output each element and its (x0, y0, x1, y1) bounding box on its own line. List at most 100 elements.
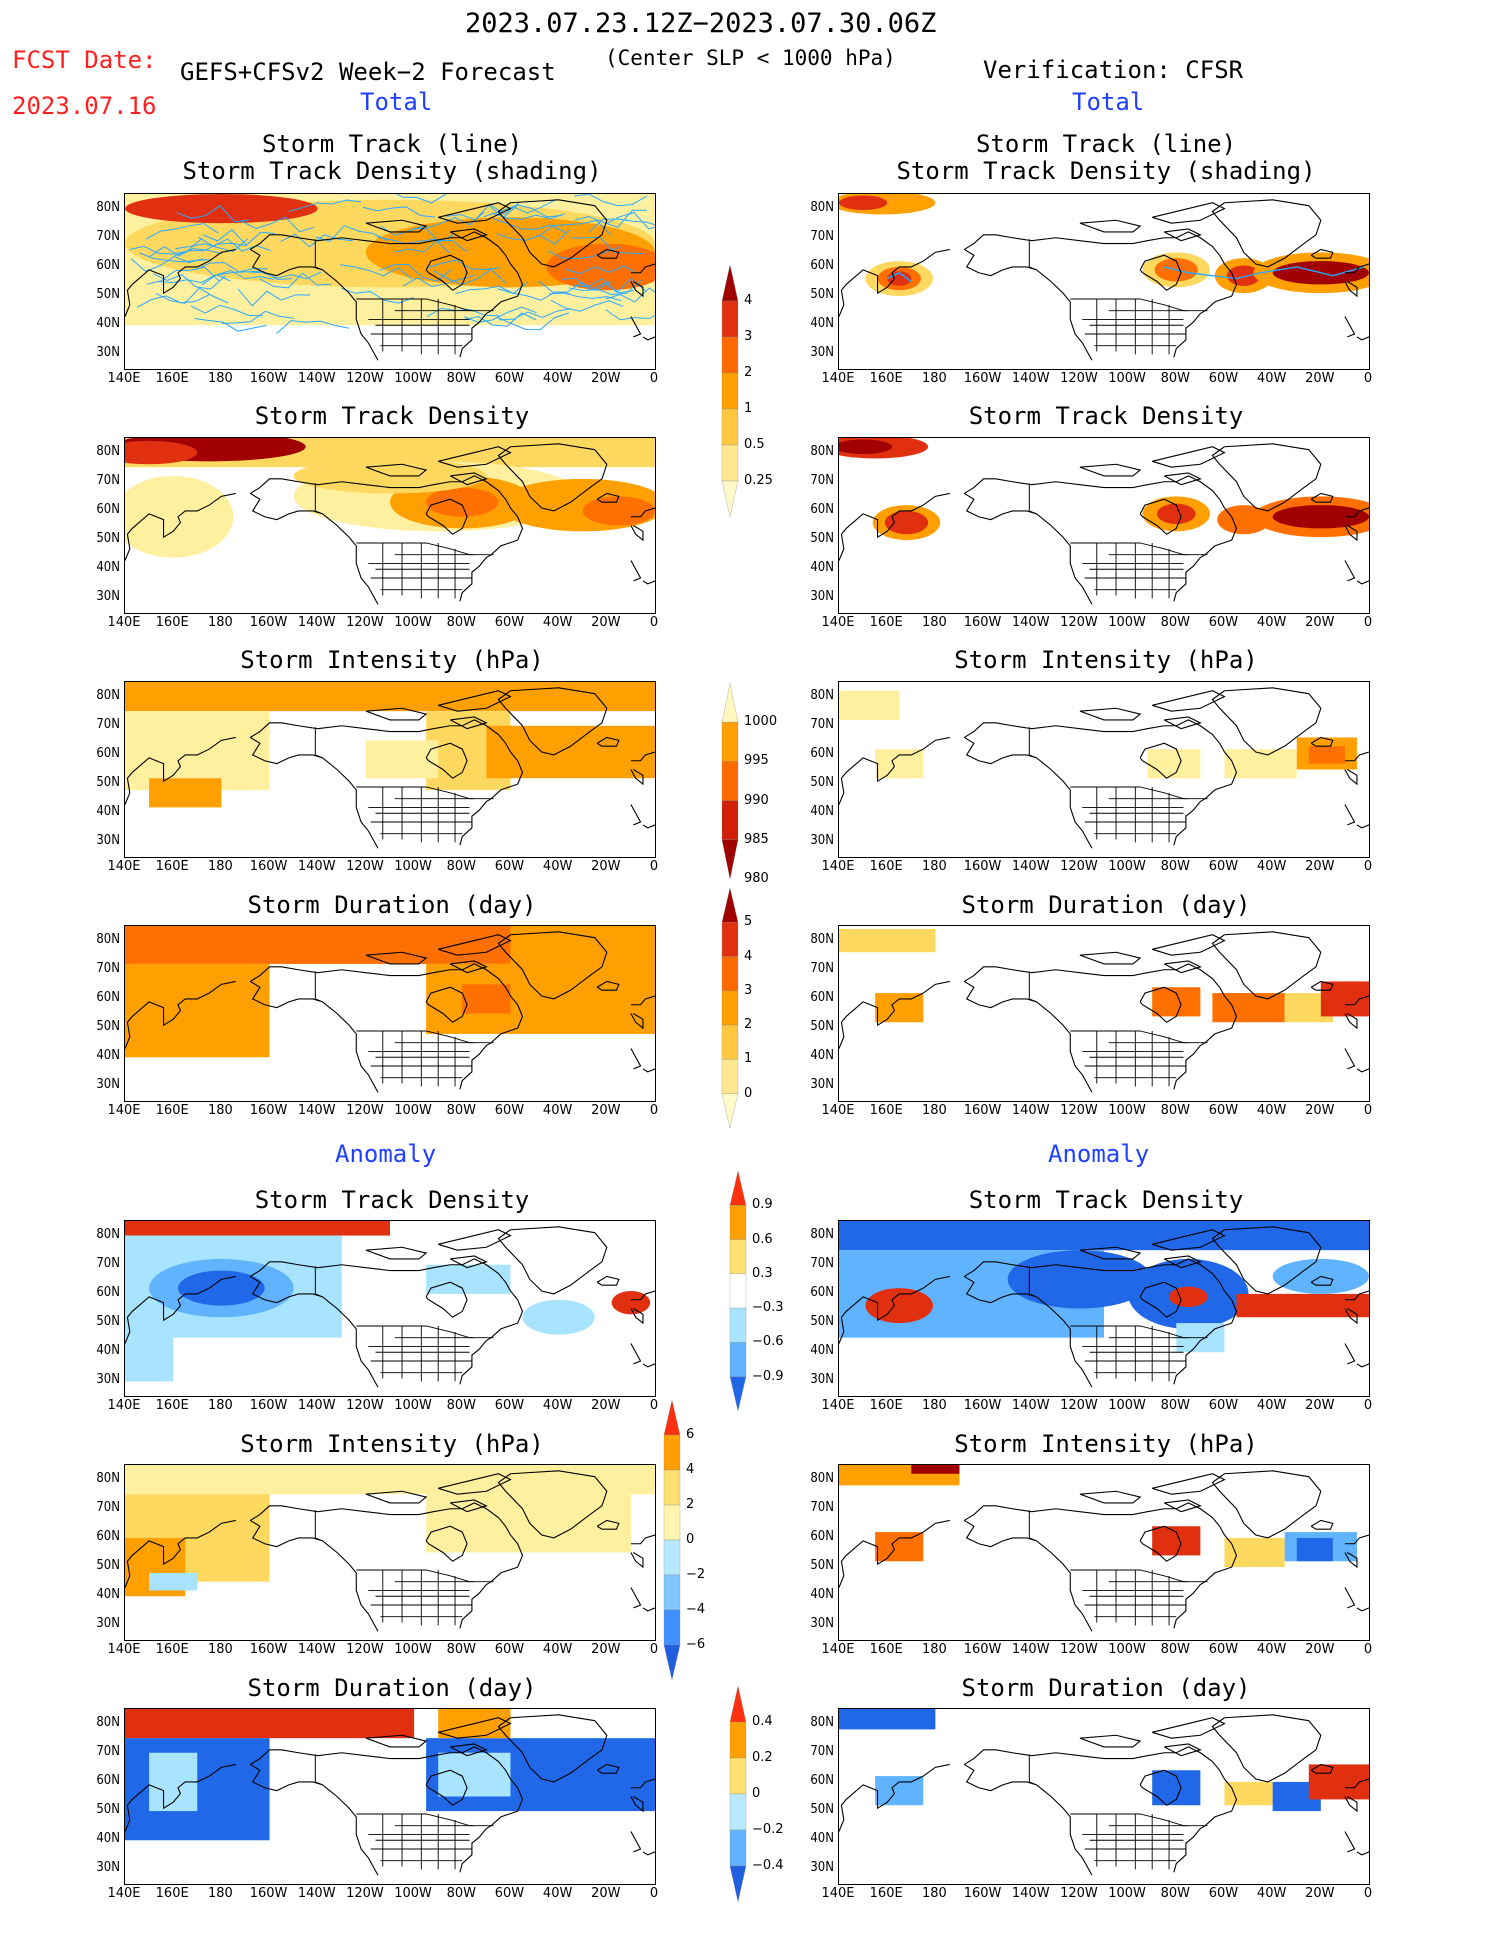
lon-tick-label: 20W (591, 1886, 620, 1901)
lat-tick-label: 70N (798, 473, 834, 488)
country-border (1029, 483, 1036, 514)
us-state-border (356, 1814, 493, 1826)
lon-tick-label: 40W (1257, 859, 1286, 874)
lat-tick-label: 70N (84, 717, 120, 732)
lon-tick-label: 180 (208, 1398, 233, 1413)
lon-tick-label: 180 (922, 1103, 947, 1118)
lon-tick-label: 140W (298, 1642, 336, 1657)
lon-tick-label: 120W (346, 1103, 384, 1118)
lat-tick-label: 50N (84, 1314, 120, 1329)
lat-tick-label: 60N (84, 1529, 120, 1544)
coastline (964, 493, 1092, 604)
grid-cell-block (839, 1221, 1369, 1250)
lat-tick-label: 60N (84, 990, 120, 1005)
lon-tick-label: 80W (1161, 1103, 1190, 1118)
panel-title-density-left: Storm Track Density (122, 402, 662, 430)
grid-cell-block (839, 1709, 935, 1729)
lon-tick-label: 140W (1012, 1398, 1050, 1413)
shading-blob (583, 496, 655, 525)
panel-title-track-shading-left: Storm Track Density (shading) (122, 157, 662, 185)
lat-tick-label: 30N (84, 1372, 120, 1387)
lat-tick-label: 50N (84, 531, 120, 546)
lon-tick-label: 180 (208, 1103, 233, 1118)
lon-tick-label: 20W (591, 1398, 620, 1413)
lat-tick-label: 60N (798, 1529, 834, 1544)
lon-tick-label: 160E (156, 1886, 189, 1901)
grid-cell-block (462, 984, 510, 1013)
lon-tick-label: 20W (1305, 1642, 1334, 1657)
coastline (964, 1764, 1092, 1875)
lon-tick-label: 40W (1257, 1103, 1286, 1118)
lon-tick-label: 160E (870, 1398, 903, 1413)
lon-tick-label: 40W (543, 1103, 572, 1118)
map-duration-forecast (124, 925, 656, 1102)
lon-tick-label: 0 (650, 1886, 658, 1901)
colorbar-swatch (730, 1758, 746, 1794)
lon-tick-label: 160W (250, 859, 288, 874)
lon-tick-label: 160W (250, 615, 288, 630)
lon-tick-label: 20W (591, 371, 620, 386)
lon-tick-label: 120W (346, 1886, 384, 1901)
lat-tick-label: 50N (798, 775, 834, 790)
colorbar-label: 5 (744, 914, 752, 929)
colorbar-swatch (730, 1205, 746, 1239)
lon-tick-label: 140W (298, 1398, 336, 1413)
fcst-date-label: FCST Date: (12, 46, 157, 74)
lon-tick-label: 80W (447, 1398, 476, 1413)
colorbar-swatch (722, 761, 738, 800)
colorbar-swatch (722, 991, 738, 1025)
lon-tick-label: 140W (298, 615, 336, 630)
colorbar-swatch (722, 840, 738, 879)
lon-tick-label: 20W (591, 859, 620, 874)
lat-tick-label: 50N (798, 1558, 834, 1573)
lat-tick-label: 40N (798, 1343, 834, 1358)
lon-tick-label: 120W (1060, 1398, 1098, 1413)
grid-cell-block (125, 1738, 270, 1840)
lon-tick-label: 0 (1364, 1886, 1372, 1901)
map-intensity-forecast (124, 681, 656, 858)
lat-tick-label: 80N (84, 444, 120, 459)
country-border (1029, 239, 1036, 270)
coastline (1311, 1520, 1333, 1529)
model-label: GEFS+CFSv2 Week−2 Forecast (180, 58, 556, 86)
lon-tick-label: 40W (1257, 1398, 1286, 1413)
lon-tick-label: 140E (821, 1642, 854, 1657)
grid-cell-block (911, 1465, 959, 1474)
colorbar-label: 1 (744, 1051, 752, 1066)
lon-tick-label: 140E (821, 615, 854, 630)
lon-tick-label: 140W (298, 859, 336, 874)
lat-tick-label: 70N (798, 229, 834, 244)
colorbar-label: −6 (686, 1637, 705, 1652)
map-canvas (125, 1709, 655, 1884)
coastline (1212, 1471, 1320, 1538)
colorbar-swatch (722, 888, 738, 922)
map-density-forecast (124, 437, 656, 614)
grid-cell-block (125, 1221, 390, 1236)
coastline (1357, 1069, 1369, 1072)
country-border (315, 971, 322, 1002)
map-density-anomaly-forecast (124, 1220, 656, 1397)
country-border (1029, 1754, 1036, 1785)
grid-cell-block (875, 1776, 923, 1805)
coastline (643, 1069, 655, 1072)
lon-tick-label: 40W (543, 1886, 572, 1901)
lat-tick-label: 30N (84, 1860, 120, 1875)
lon-tick-label: 180 (208, 859, 233, 874)
colorbar-label: 4 (744, 293, 752, 308)
colorbar-label: 0 (744, 1086, 752, 1101)
lon-tick-label: 60W (1209, 1103, 1238, 1118)
colorbar-duration_anom (728, 1686, 748, 1942)
map-canvas (839, 926, 1369, 1101)
lon-tick-label: 120W (346, 615, 384, 630)
colorbar-swatch (722, 683, 738, 722)
lon-tick-label: 120W (346, 1642, 384, 1657)
lon-tick-label: 0 (1364, 1398, 1372, 1413)
colorbar-swatch (730, 1274, 746, 1308)
lon-tick-label: 160W (964, 615, 1002, 630)
lat-tick-label: 40N (84, 1343, 120, 1358)
lon-tick-label: 180 (922, 859, 947, 874)
colorbar-swatch (730, 1686, 746, 1722)
lon-tick-label: 60W (495, 1398, 524, 1413)
colorbar-label: −0.9 (752, 1369, 784, 1384)
lon-tick-label: 20W (1305, 1886, 1334, 1901)
